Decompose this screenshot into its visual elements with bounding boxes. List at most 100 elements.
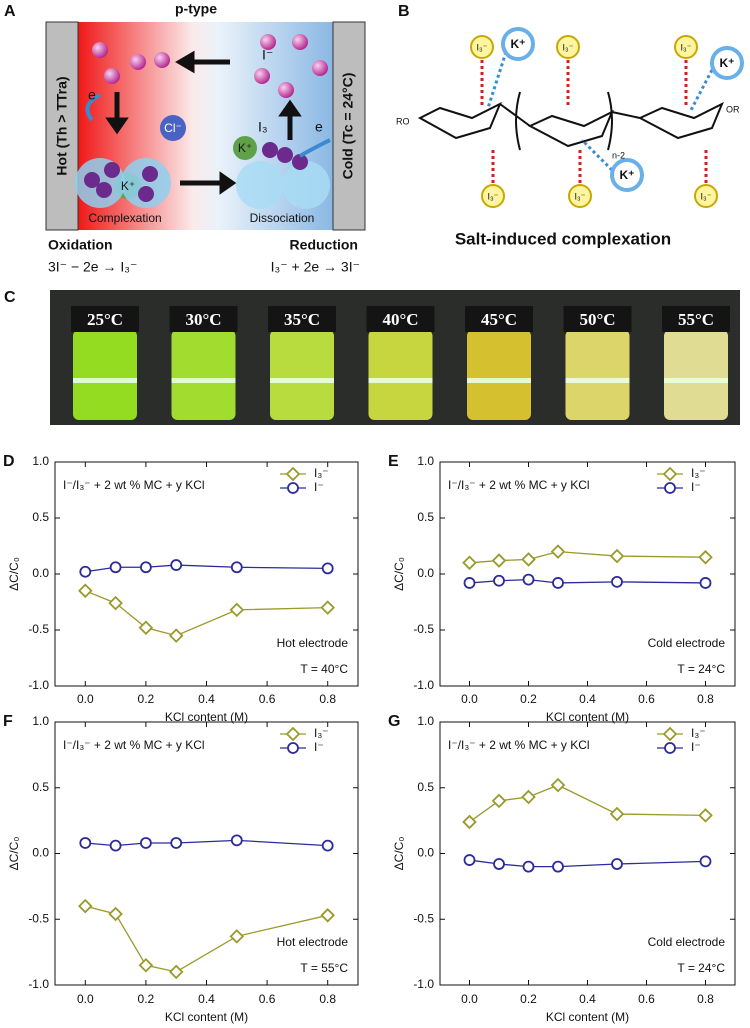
x-tick-label: 0.2	[138, 692, 155, 706]
marker	[611, 575, 623, 588]
y-tick-label: 0.0	[32, 566, 49, 580]
ion-circles	[470, 27, 744, 208]
potassium: K⁺	[511, 37, 526, 51]
marker	[229, 602, 245, 618]
panel-label: F	[3, 713, 13, 730]
marker	[230, 561, 243, 574]
legend-label: I₃⁻	[691, 726, 706, 740]
y-tick-label: 0.0	[417, 846, 434, 860]
laser	[664, 378, 728, 383]
temperature-label: 45°C	[481, 310, 517, 329]
y-tick-label: -1.0	[413, 977, 434, 991]
legend-label: I⁻	[314, 740, 324, 754]
marker	[609, 548, 625, 564]
chart-title: I⁻/I₃⁻ + 2 wt % MC + y KCl	[63, 478, 205, 492]
marker	[522, 860, 535, 873]
marker	[170, 559, 183, 571]
annotation: Hot electrode	[277, 935, 349, 949]
electron: e	[88, 87, 96, 103]
y-axis-label: ΔC/C₀	[392, 837, 406, 871]
marker	[287, 482, 299, 494]
caption: Salt-induced complexation	[455, 229, 671, 248]
x-tick-label: 0.6	[259, 992, 276, 1006]
legend-label: I⁻	[314, 480, 324, 494]
temperature-label: 35°C	[284, 310, 320, 329]
annotation: Cold electrode	[648, 636, 726, 650]
cap	[563, 306, 632, 332]
marker	[78, 583, 93, 599]
x-axis-label: KCl content (M)	[546, 710, 629, 724]
y-tick-label: -0.5	[413, 622, 434, 636]
series-line	[85, 590, 328, 637]
triiodide: I₃⁻	[477, 42, 488, 52]
annotation: T = 24°C	[677, 961, 725, 975]
x-tick-label: 0.8	[697, 992, 714, 1006]
plot-frame	[439, 461, 736, 687]
marker	[491, 553, 507, 568]
marker	[699, 855, 712, 868]
panel-label: G	[388, 713, 400, 730]
marker	[79, 837, 92, 849]
chart-title: I⁻/I₃⁻ + 2 wt % MC + y KCl	[448, 738, 590, 752]
cap	[169, 306, 238, 332]
x-tick-label: 0.4	[579, 692, 596, 706]
marker	[78, 898, 93, 914]
cap	[662, 306, 730, 332]
marker	[170, 837, 183, 849]
marker	[552, 577, 564, 589]
marker	[550, 544, 566, 559]
potassium: K⁺	[720, 56, 735, 70]
x-tick-label: 0.4	[579, 992, 596, 1006]
triiodide: I₃⁻	[575, 191, 586, 201]
cap	[268, 306, 336, 332]
reduction-equation: I₃⁻ + 2e → 3I⁻	[271, 259, 360, 275]
marker	[491, 793, 507, 809]
x-axis-label: KCl content (M)	[165, 710, 248, 724]
x-tick-label: 0.0	[77, 992, 94, 1006]
marker	[285, 726, 301, 742]
hot-label: Hot (Th > TTra)	[54, 76, 70, 175]
marker	[285, 466, 301, 482]
series-line	[469, 859, 706, 868]
triiodide: I₃⁻	[563, 42, 574, 52]
marker	[699, 577, 712, 589]
vial	[467, 330, 531, 420]
laser	[171, 378, 236, 383]
marker	[521, 789, 536, 805]
cold-label: Cold (Tc = 24°C)	[340, 73, 356, 180]
marker	[79, 565, 92, 578]
dissociation: Dissociation	[250, 211, 315, 225]
marker	[230, 834, 243, 847]
marker	[493, 858, 505, 870]
series-line	[469, 578, 706, 584]
oxidation-equation: 3I⁻ − 2e → I₃⁻	[48, 259, 137, 275]
x-tick-label: 0.6	[638, 992, 655, 1006]
annotation: Cold electrode	[648, 935, 726, 949]
electron: e	[315, 119, 323, 135]
marker	[321, 562, 334, 575]
marker	[698, 549, 713, 565]
oxidation: Oxidation	[48, 237, 113, 253]
y-tick-label: 1.0	[32, 714, 49, 728]
chart-title: I⁻/I₃⁻ + 2 wt % MC + y KCl	[63, 738, 205, 752]
panel-b: B I₃⁻ I₃⁻ I₃⁻ I₃⁻ I₃⁻	[396, 3, 744, 248]
y-tick-label: -0.5	[28, 622, 49, 636]
panel-label: C	[4, 289, 16, 306]
x-tick-label: 0.8	[319, 992, 336, 1006]
marker	[463, 577, 476, 589]
x-tick-label: 0.0	[461, 992, 478, 1006]
x-tick-label: 0.8	[697, 692, 714, 706]
marker	[138, 620, 154, 636]
marker	[609, 806, 625, 822]
marker	[493, 574, 505, 587]
repeat: n-2	[612, 150, 625, 160]
series-line	[469, 784, 706, 823]
y-tick-label: 1.0	[417, 454, 434, 468]
legend-label: I₃⁻	[691, 466, 706, 480]
reduction: Reduction	[290, 237, 358, 253]
marker	[108, 595, 123, 611]
legend-label: I⁻	[691, 480, 701, 494]
marker	[139, 837, 152, 849]
triiodide: I₃⁻	[488, 191, 499, 201]
vial	[368, 330, 433, 420]
